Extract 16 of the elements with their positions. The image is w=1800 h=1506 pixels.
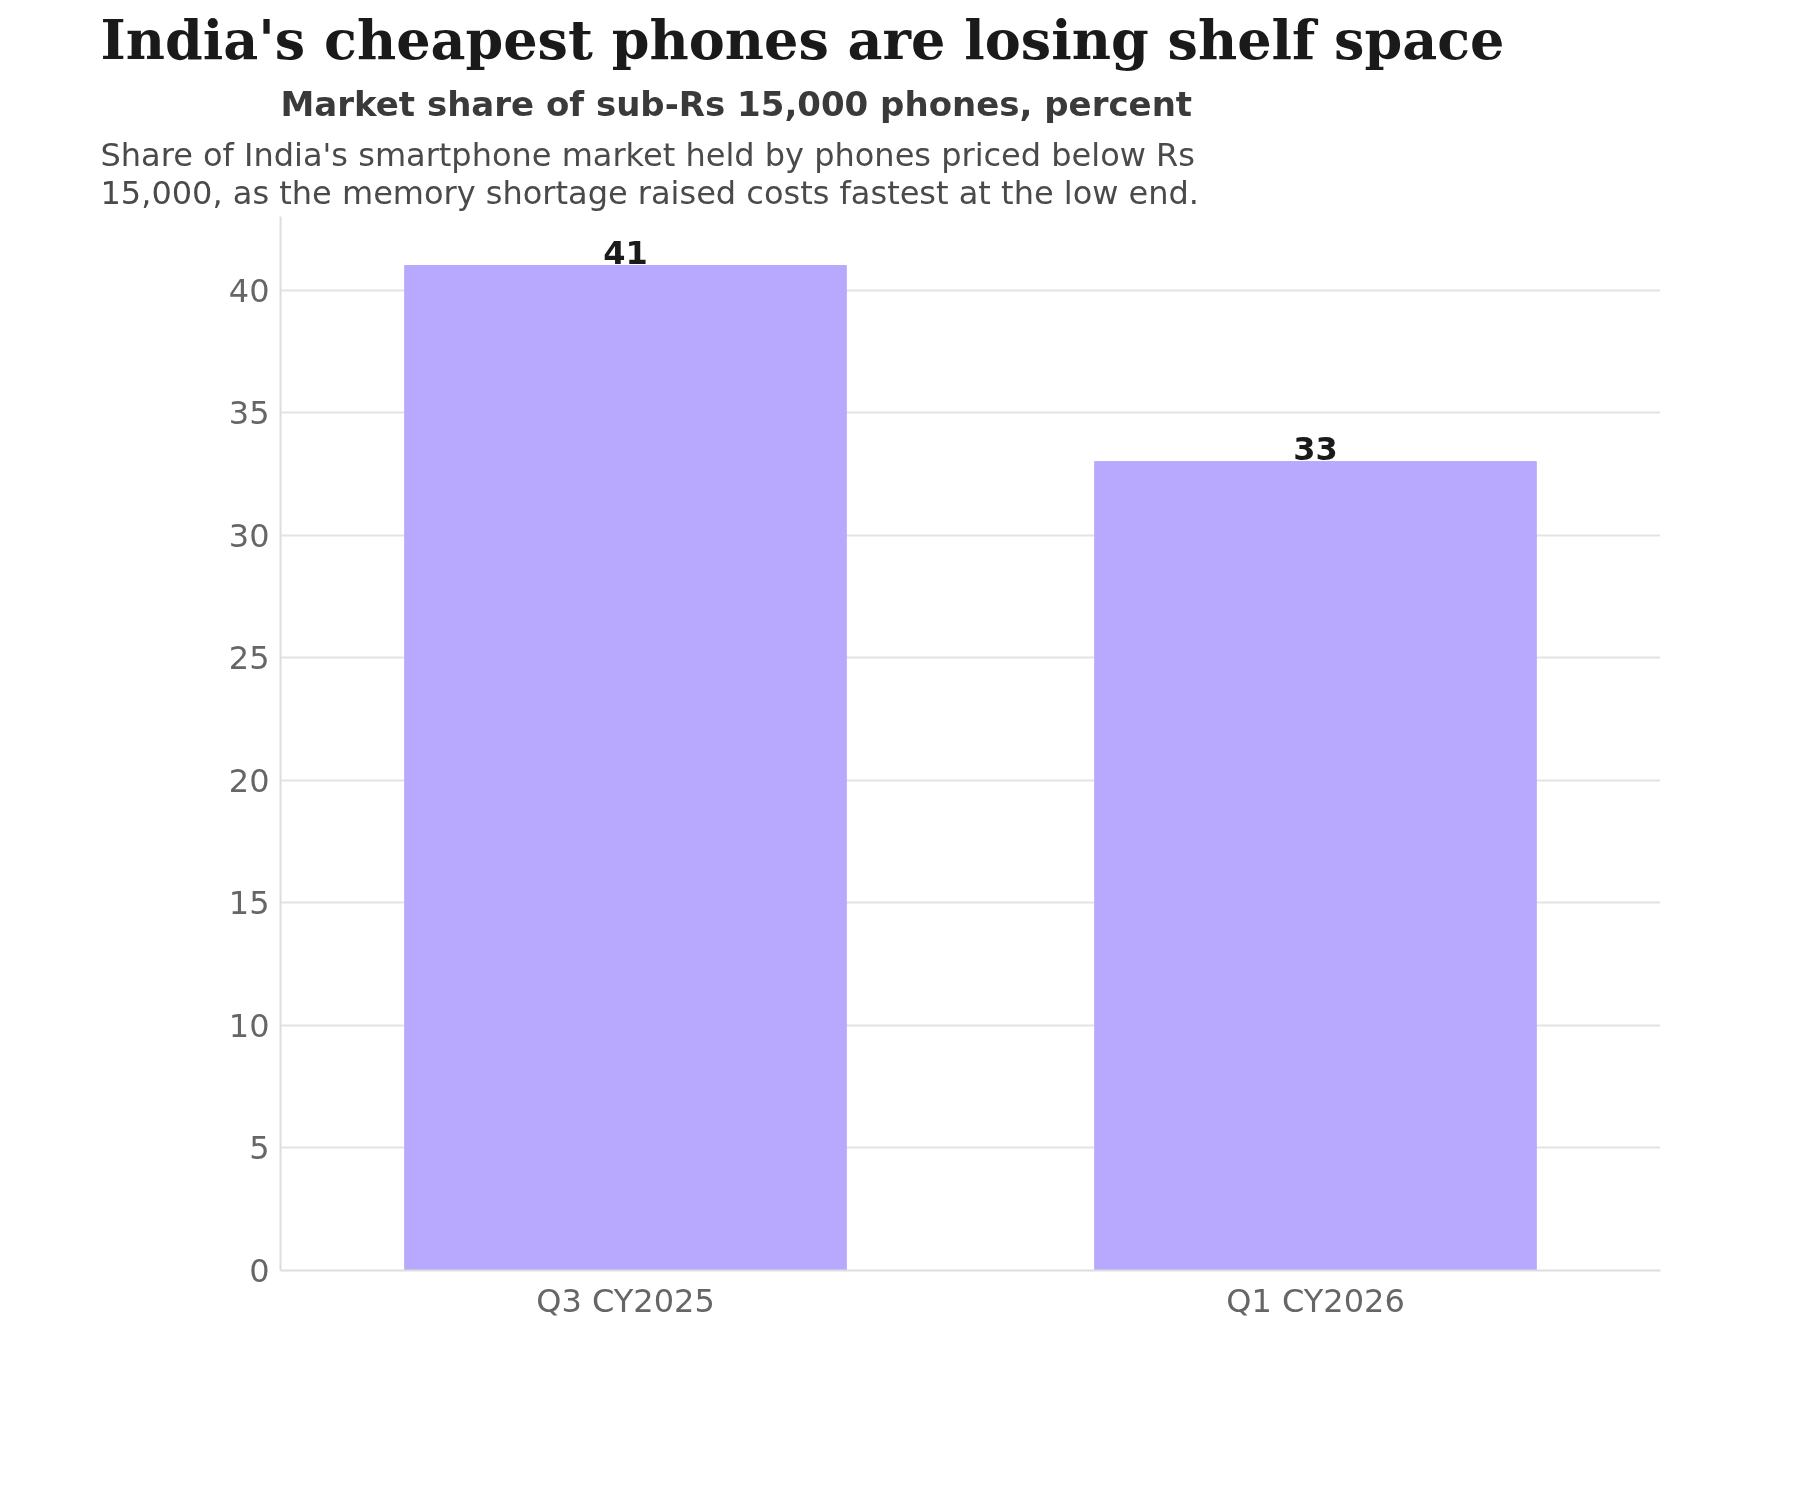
y-tick-label: 5 [249, 1129, 270, 1168]
y-tick-label: 40 [228, 271, 270, 310]
y-axis-title: Market share of sub-Rs 15,000 phones, percent [280, 83, 1193, 124]
x-tick-label: Q1 CY2026 [1226, 1281, 1405, 1320]
chart-subtitle: Share of India's smartphone market held by phones priced below Rs 15,000, as the memory shortage raised costs fastest at the low end. [100, 135, 1200, 212]
y-tick-label: 10 [228, 1006, 270, 1045]
data-label: 33 [1293, 429, 1338, 468]
x-tick-label: Q3 CY2025 [536, 1281, 715, 1320]
data-label: 41 [603, 233, 648, 272]
y-tick-label: 0 [249, 1252, 270, 1290]
y-tick-label: 20 [228, 761, 270, 800]
chart-title: India's cheapest phones are losing shelf space [100, 7, 1505, 72]
y-tick-label: 30 [228, 516, 270, 555]
y-tick-label: 35 [228, 394, 270, 433]
y-tick-label: 25 [228, 639, 270, 678]
y-tick-label: 15 [228, 884, 270, 923]
